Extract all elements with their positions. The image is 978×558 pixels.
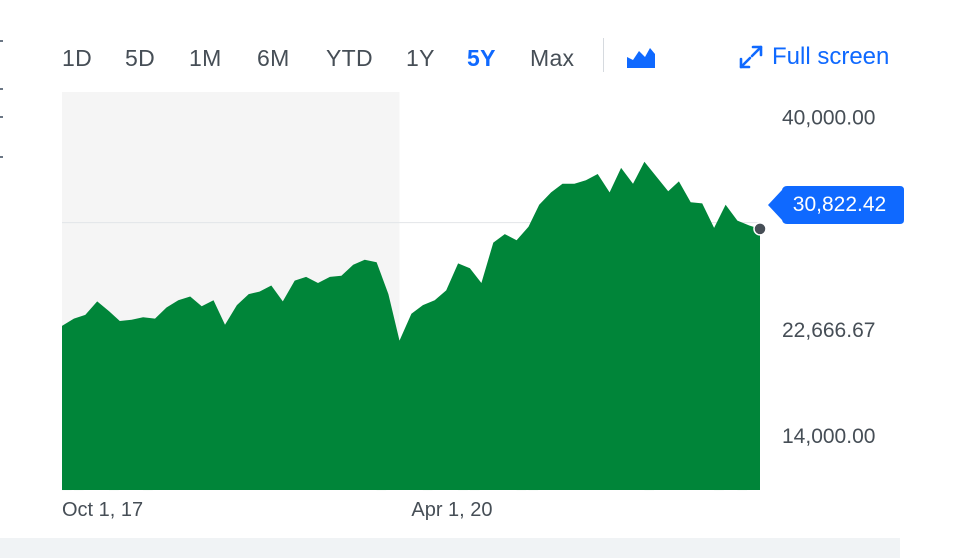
- toolbar-divider: [603, 38, 604, 72]
- range-tab-1d[interactable]: 1D: [62, 45, 93, 71]
- current-price-label: 30,822.42: [792, 193, 887, 216]
- mountain-chart-icon: [627, 48, 655, 68]
- y-tick-label: 14,000.00: [782, 425, 875, 448]
- y-axis-labels: 40,000.00 22,666.67 14,000.00: [782, 106, 875, 447]
- x-tick-label: Apr 1, 20: [411, 499, 492, 521]
- full-screen-button[interactable]: Full screen: [738, 42, 889, 72]
- last-price-marker: [753, 222, 767, 236]
- left-edge-mark: [0, 40, 3, 42]
- bottom-strip: [0, 538, 900, 558]
- price-tag-shape: [768, 186, 904, 224]
- price-area: [62, 161, 760, 491]
- range-tab-1m[interactable]: 1M: [189, 45, 222, 71]
- x-axis-labels: Oct 1, 17 Apr 1, 20: [62, 499, 493, 521]
- range-tab-6m[interactable]: 6M: [257, 45, 290, 71]
- left-edge-mark: [0, 88, 3, 90]
- expand-arrows-icon: [739, 45, 763, 69]
- range-tab-ytd[interactable]: YTD: [326, 45, 373, 71]
- range-tab-1y[interactable]: 1Y: [406, 45, 435, 71]
- chart-type-button[interactable]: [626, 45, 656, 69]
- y-tick-label: 40,000.00: [782, 106, 875, 129]
- y-tick-label: 22,666.67: [782, 319, 875, 342]
- price-chart[interactable]: 40,000.00 22,666.67 14,000.00 Oct 1, 17 Apr…: [0, 80, 978, 530]
- range-tab-max[interactable]: Max: [530, 45, 575, 71]
- full-screen-label: Full screen: [772, 43, 890, 70]
- left-edge-mark: [0, 156, 3, 158]
- left-edge-mark: [0, 116, 3, 118]
- range-tab-5y[interactable]: 5Y: [467, 45, 496, 71]
- range-tab-5d[interactable]: 5D: [125, 45, 156, 71]
- current-price-tag: 30,822.42: [768, 186, 904, 224]
- x-tick-label: Oct 1, 17: [62, 499, 143, 521]
